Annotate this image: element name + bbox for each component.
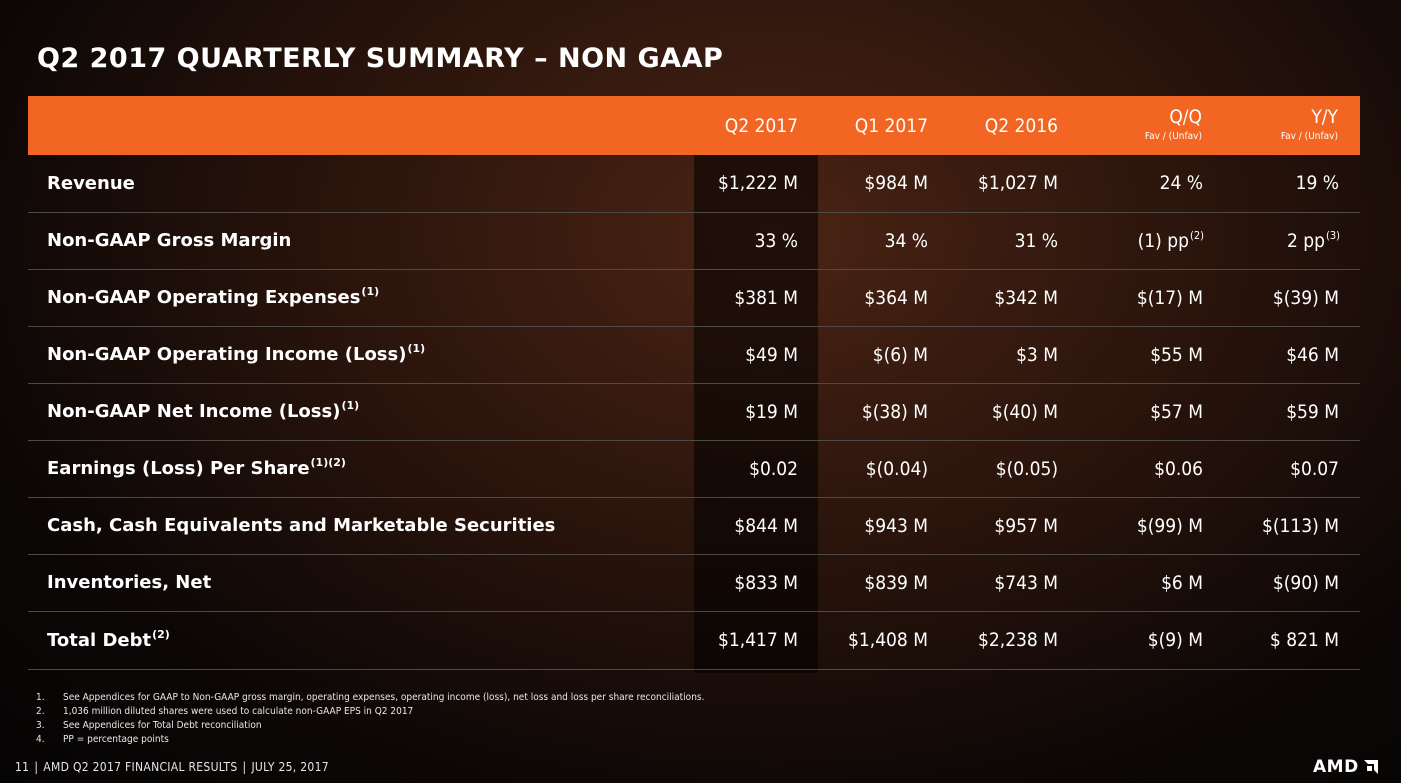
cell-qq: $(17) M	[1136, 286, 1203, 309]
cell-q2-2017: $381 M	[734, 286, 798, 309]
cell-q2-2016: $743 M	[994, 571, 1058, 594]
table-row: Non-GAAP Operating Expenses(1) $381 M $3…	[28, 269, 1360, 326]
table-row: Total Debt(2) $1,417 M $1,408 M $2,238 M…	[28, 611, 1360, 669]
cell-q2-2016: $957 M	[994, 514, 1058, 537]
header-qq: Q/Q Fav / (Unfav)	[1078, 96, 1224, 155]
table-row: Non-GAAP Net Income (Loss)(1) $19 M $(38…	[28, 383, 1360, 440]
page-number: 11	[15, 760, 30, 774]
cell-yy: $(39) M	[1272, 286, 1339, 309]
header-q1-2017: Q1 2017	[854, 114, 928, 137]
cell-yy: $(113) M	[1261, 514, 1339, 537]
cell-q2-2016: $2,238 M	[978, 629, 1058, 651]
header-q2-2016: Q2 2016	[984, 114, 1058, 137]
amd-arrow-icon	[1363, 760, 1378, 774]
table-row: Earnings (Loss) Per Share(1)(2) $0.02 $(…	[28, 440, 1360, 497]
cell-q1-2017: $(38) M	[861, 400, 928, 423]
cell-q2-2016: $(0.05)	[995, 457, 1058, 480]
cell-yy: 2 pp(3)	[1286, 228, 1340, 252]
header-metric	[28, 96, 694, 155]
cell-q1-2017: $364 M	[864, 286, 928, 309]
cell-q1-2017: 34 %	[884, 229, 928, 252]
summary-table: Q2 2017 Q1 2017 Q2 2016 Q/Q Fav / (Unfav…	[28, 96, 1360, 670]
cell-yy: $46 M	[1286, 343, 1339, 366]
cell-qq: $0.06	[1154, 457, 1203, 480]
cell-q2-2017: $833 M	[734, 571, 798, 594]
header-qq-label: Q/Q	[1169, 106, 1202, 129]
footnote: 3. See Appendices for Total Debt reconcil…	[36, 720, 262, 731]
cell-qq: $57 M	[1150, 400, 1203, 423]
cell-yy: $(90) M	[1272, 571, 1339, 594]
cell-yy: 19 %	[1295, 172, 1339, 195]
row-metric: Non-GAAP Operating Expenses(1)	[47, 285, 380, 308]
cell-qq: (1) pp(2)	[1137, 228, 1204, 252]
row-metric: Cash, Cash Equivalents and Marketable Se…	[47, 515, 556, 536]
cell-q2-2017: 33 %	[754, 229, 798, 252]
amd-logo: AMD	[1313, 757, 1379, 777]
presentation-name: AMD Q2 2017 FINANCIAL RESULTS	[43, 760, 238, 774]
cell-q2-2016: $342 M	[994, 286, 1058, 309]
footnote: 4. PP = percentage points	[36, 734, 169, 745]
row-metric: Earnings (Loss) Per Share(1)(2)	[47, 456, 346, 479]
cell-q2-2016: $3 M	[1016, 343, 1058, 366]
page-title: Q2 2017 QUARTERLY SUMMARY – NON GAAP	[37, 43, 724, 74]
cell-q1-2017: $984 M	[864, 172, 928, 195]
table-row: Non-GAAP Gross Margin 33 % 34 % 31 % (1)…	[28, 212, 1360, 269]
cell-q2-2017: $49 M	[745, 343, 798, 366]
cell-q1-2017: $1,408 M	[848, 629, 928, 651]
table-row: Revenue $1,222 M $984 M $1,027 M 24 % 19…	[28, 155, 1360, 212]
cell-qq: $(9) M	[1147, 629, 1203, 651]
header-yy-sub: Fav / (Unfav)	[1280, 131, 1338, 143]
presentation-date: JULY 25, 2017	[251, 760, 329, 774]
table-row: Inventories, Net $833 M $839 M $743 M $6…	[28, 554, 1360, 611]
cell-q2-2017: $1,417 M	[718, 629, 798, 651]
cell-q2-2016: $1,027 M	[978, 172, 1058, 195]
table-row: Cash, Cash Equivalents and Marketable Se…	[28, 497, 1360, 554]
header-q2-2017: Q2 2017	[724, 114, 798, 137]
cell-q2-2017: $19 M	[745, 400, 798, 423]
row-metric: Non-GAAP Gross Margin	[47, 230, 292, 251]
header-row: Q2 2017 Q1 2017 Q2 2016 Q/Q Fav / (Unfav…	[28, 96, 1360, 155]
cell-q1-2017: $943 M	[864, 514, 928, 537]
header-qq-sub: Fav / (Unfav)	[1144, 131, 1202, 143]
row-metric: Non-GAAP Net Income (Loss)(1)	[47, 399, 360, 422]
cell-q1-2017: $(0.04)	[865, 457, 928, 480]
header-yy: Y/Y Fav / (Unfav)	[1224, 96, 1360, 155]
cell-q2-2017: $1,222 M	[718, 172, 798, 195]
cell-q1-2017: $839 M	[864, 571, 928, 594]
table-body: Revenue $1,222 M $984 M $1,027 M 24 % 19…	[28, 155, 1360, 669]
cell-qq: $6 M	[1161, 571, 1203, 594]
cell-q1-2017: $(6) M	[872, 343, 928, 366]
cell-qq: $(99) M	[1136, 514, 1203, 537]
footnotes: 1. See Appendices for GAAP to Non-GAAP gr…	[36, 691, 704, 747]
table-row: Non-GAAP Operating Income (Loss)(1) $49 …	[28, 326, 1360, 383]
cell-qq: $55 M	[1150, 343, 1203, 366]
cell-q2-2016: 31 %	[1014, 229, 1058, 252]
row-metric: Non-GAAP Operating Income (Loss)(1)	[47, 342, 426, 365]
footnote: 1. See Appendices for GAAP to Non-GAAP gr…	[36, 692, 705, 703]
row-metric: Inventories, Net	[47, 572, 212, 593]
cell-yy: $59 M	[1286, 400, 1339, 423]
footnote: 2. 1,036 million diluted shares were used…	[36, 706, 414, 717]
highlighted-column-background	[694, 155, 818, 673]
cell-yy: $ 821 M	[1269, 629, 1339, 651]
row-metric: Revenue	[47, 172, 135, 194]
row-metric: Total Debt(2)	[47, 627, 170, 651]
logo-text: AMD	[1313, 757, 1359, 777]
cell-qq: 24 %	[1159, 172, 1203, 195]
table-header: Q2 2017 Q1 2017 Q2 2016 Q/Q Fav / (Unfav…	[28, 96, 1360, 155]
slide-footer: 11 | AMD Q2 2017 FINANCIAL RESULTS | JULY 25…	[15, 760, 329, 774]
cell-q2-2017: $0.02	[749, 457, 798, 480]
cell-q2-2016: $(40) M	[991, 400, 1058, 423]
header-yy-label: Y/Y	[1311, 106, 1338, 129]
cell-q2-2017: $844 M	[734, 514, 798, 537]
cell-yy: $0.07	[1290, 457, 1339, 480]
